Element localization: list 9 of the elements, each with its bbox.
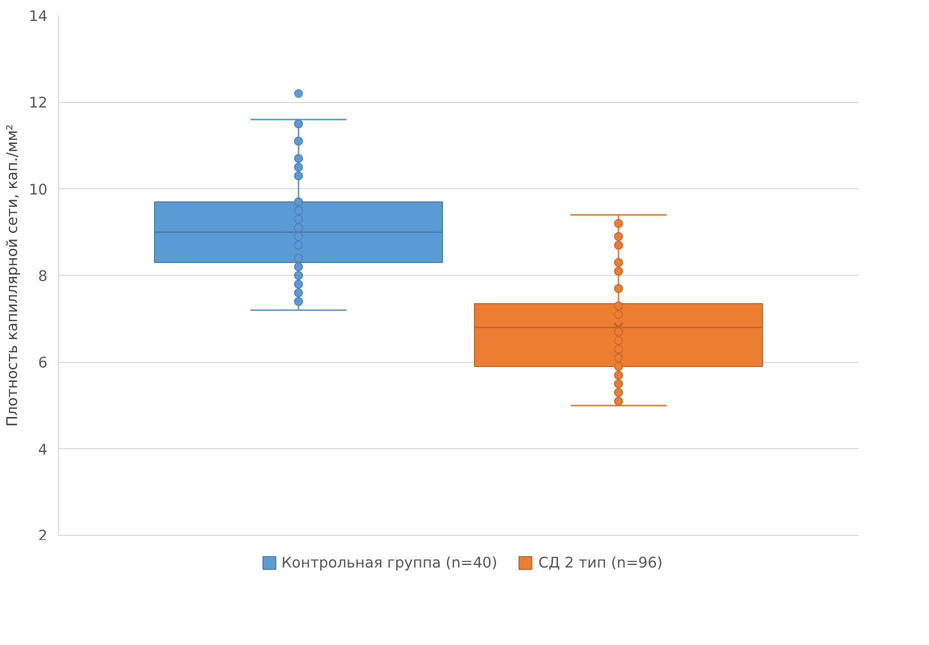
y-axis-title: Плотность капиллярной сети, кап./мм² bbox=[4, 124, 21, 427]
legend-label: Контрольная группа (n=40) bbox=[281, 554, 498, 571]
y-tick-label: 14 bbox=[28, 8, 48, 25]
legend-label: СД 2 тип (n=96) bbox=[538, 554, 663, 571]
y-tick-label: 4 bbox=[38, 441, 48, 458]
y-tick-label: 10 bbox=[28, 181, 48, 198]
y-tick-label: 12 bbox=[28, 94, 48, 112]
y-tick-label: 6 bbox=[38, 354, 48, 372]
y-tick-label: 8 bbox=[38, 268, 48, 285]
